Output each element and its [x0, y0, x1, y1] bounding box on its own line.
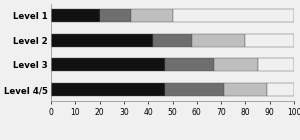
Bar — [267, 83, 294, 96]
Bar — [165, 83, 224, 96]
Bar — [224, 83, 267, 96]
Bar — [245, 34, 294, 46]
Bar — [165, 59, 214, 71]
Bar — [172, 9, 294, 22]
Bar — [51, 9, 100, 22]
Bar — [51, 34, 153, 46]
Bar — [51, 83, 165, 96]
Bar — [214, 59, 257, 71]
Bar — [100, 9, 131, 22]
Bar — [131, 9, 172, 22]
Bar — [51, 59, 165, 71]
Bar — [153, 34, 192, 46]
Bar — [192, 34, 245, 46]
Bar — [257, 59, 294, 71]
